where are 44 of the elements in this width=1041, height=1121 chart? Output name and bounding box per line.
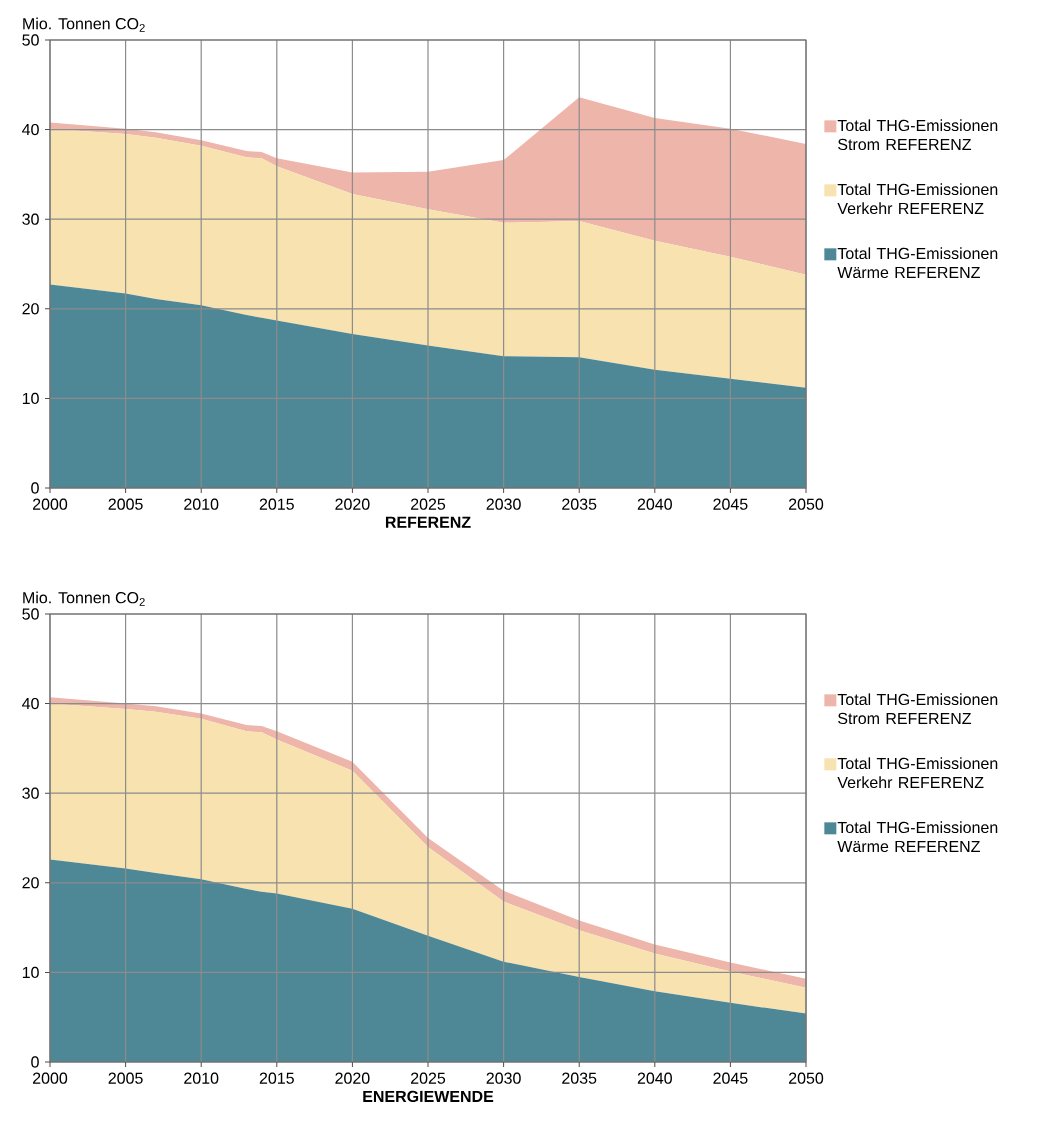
x-tick-label: 2025 xyxy=(411,498,446,510)
y-tick-label: 10 xyxy=(22,966,39,979)
y-tick-label: 20 xyxy=(22,303,39,315)
x-tick-label: 2020 xyxy=(335,498,370,510)
y-tick-label: 0 xyxy=(31,482,39,494)
x-tick-label: 2045 xyxy=(713,1072,748,1084)
y-tick-label: 50 xyxy=(22,34,39,46)
x-tick-label: 2050 xyxy=(789,498,824,510)
x-tick-label: 2050 xyxy=(789,1072,824,1084)
x-tick-label: 2015 xyxy=(259,498,294,510)
x-tick-label: 2010 xyxy=(184,1072,219,1084)
y-tick-label: 50 xyxy=(22,608,39,620)
x-tick-label: 2005 xyxy=(108,498,143,510)
legend-label: Total THG-Emissionen Wärme REFERENZ xyxy=(837,247,998,279)
x-axis-title: ENERGIEWENDE xyxy=(363,1090,494,1103)
y-tick-label: 30 xyxy=(22,213,39,225)
x-tick-label: 2035 xyxy=(562,1072,597,1084)
legend-label: Total THG-Emissionen Strom REFERENZ xyxy=(837,119,998,151)
x-tick-label: 2045 xyxy=(713,498,748,510)
x-tick-label: 2035 xyxy=(562,498,597,510)
x-axis-title: REFERENZ xyxy=(385,516,471,528)
x-tick-label: 2020 xyxy=(335,1072,370,1084)
y-tick-label: 0 xyxy=(31,1056,39,1068)
x-tick-label: 2015 xyxy=(259,1072,294,1084)
y-axis-title: Mio. Tonnen CO$_{2}$ xyxy=(23,591,145,606)
x-tick-label: 2040 xyxy=(637,1072,672,1084)
x-tick-label: 2010 xyxy=(184,498,219,510)
legend-label: Total THG-Emissionen Strom REFERENZ xyxy=(837,693,998,725)
x-tick-label: 2025 xyxy=(411,1072,446,1084)
legend-label: Total THG-Emissionen Verkehr REFERENZ xyxy=(837,757,998,789)
y-tick-label: 40 xyxy=(22,697,39,710)
legend-label: Total THG-Emissionen Verkehr REFERENZ xyxy=(837,183,998,215)
x-tick-label: 2040 xyxy=(637,498,672,510)
x-tick-label: 2030 xyxy=(486,1072,521,1084)
y-tick-label: 30 xyxy=(22,787,39,799)
y-axis-title: Mio. Tonnen CO$_{2}$ xyxy=(23,17,145,32)
x-tick-label: 2000 xyxy=(33,1072,68,1084)
y-tick-label: 10 xyxy=(22,392,39,405)
x-tick-label: 2005 xyxy=(108,1072,143,1084)
x-tick-label: 2030 xyxy=(486,498,521,510)
y-tick-label: 20 xyxy=(22,877,39,889)
y-tick-label: 40 xyxy=(22,123,39,136)
legend-label: Total THG-Emissionen Wärme REFERENZ xyxy=(837,821,998,853)
x-tick-label: 2000 xyxy=(33,498,68,510)
